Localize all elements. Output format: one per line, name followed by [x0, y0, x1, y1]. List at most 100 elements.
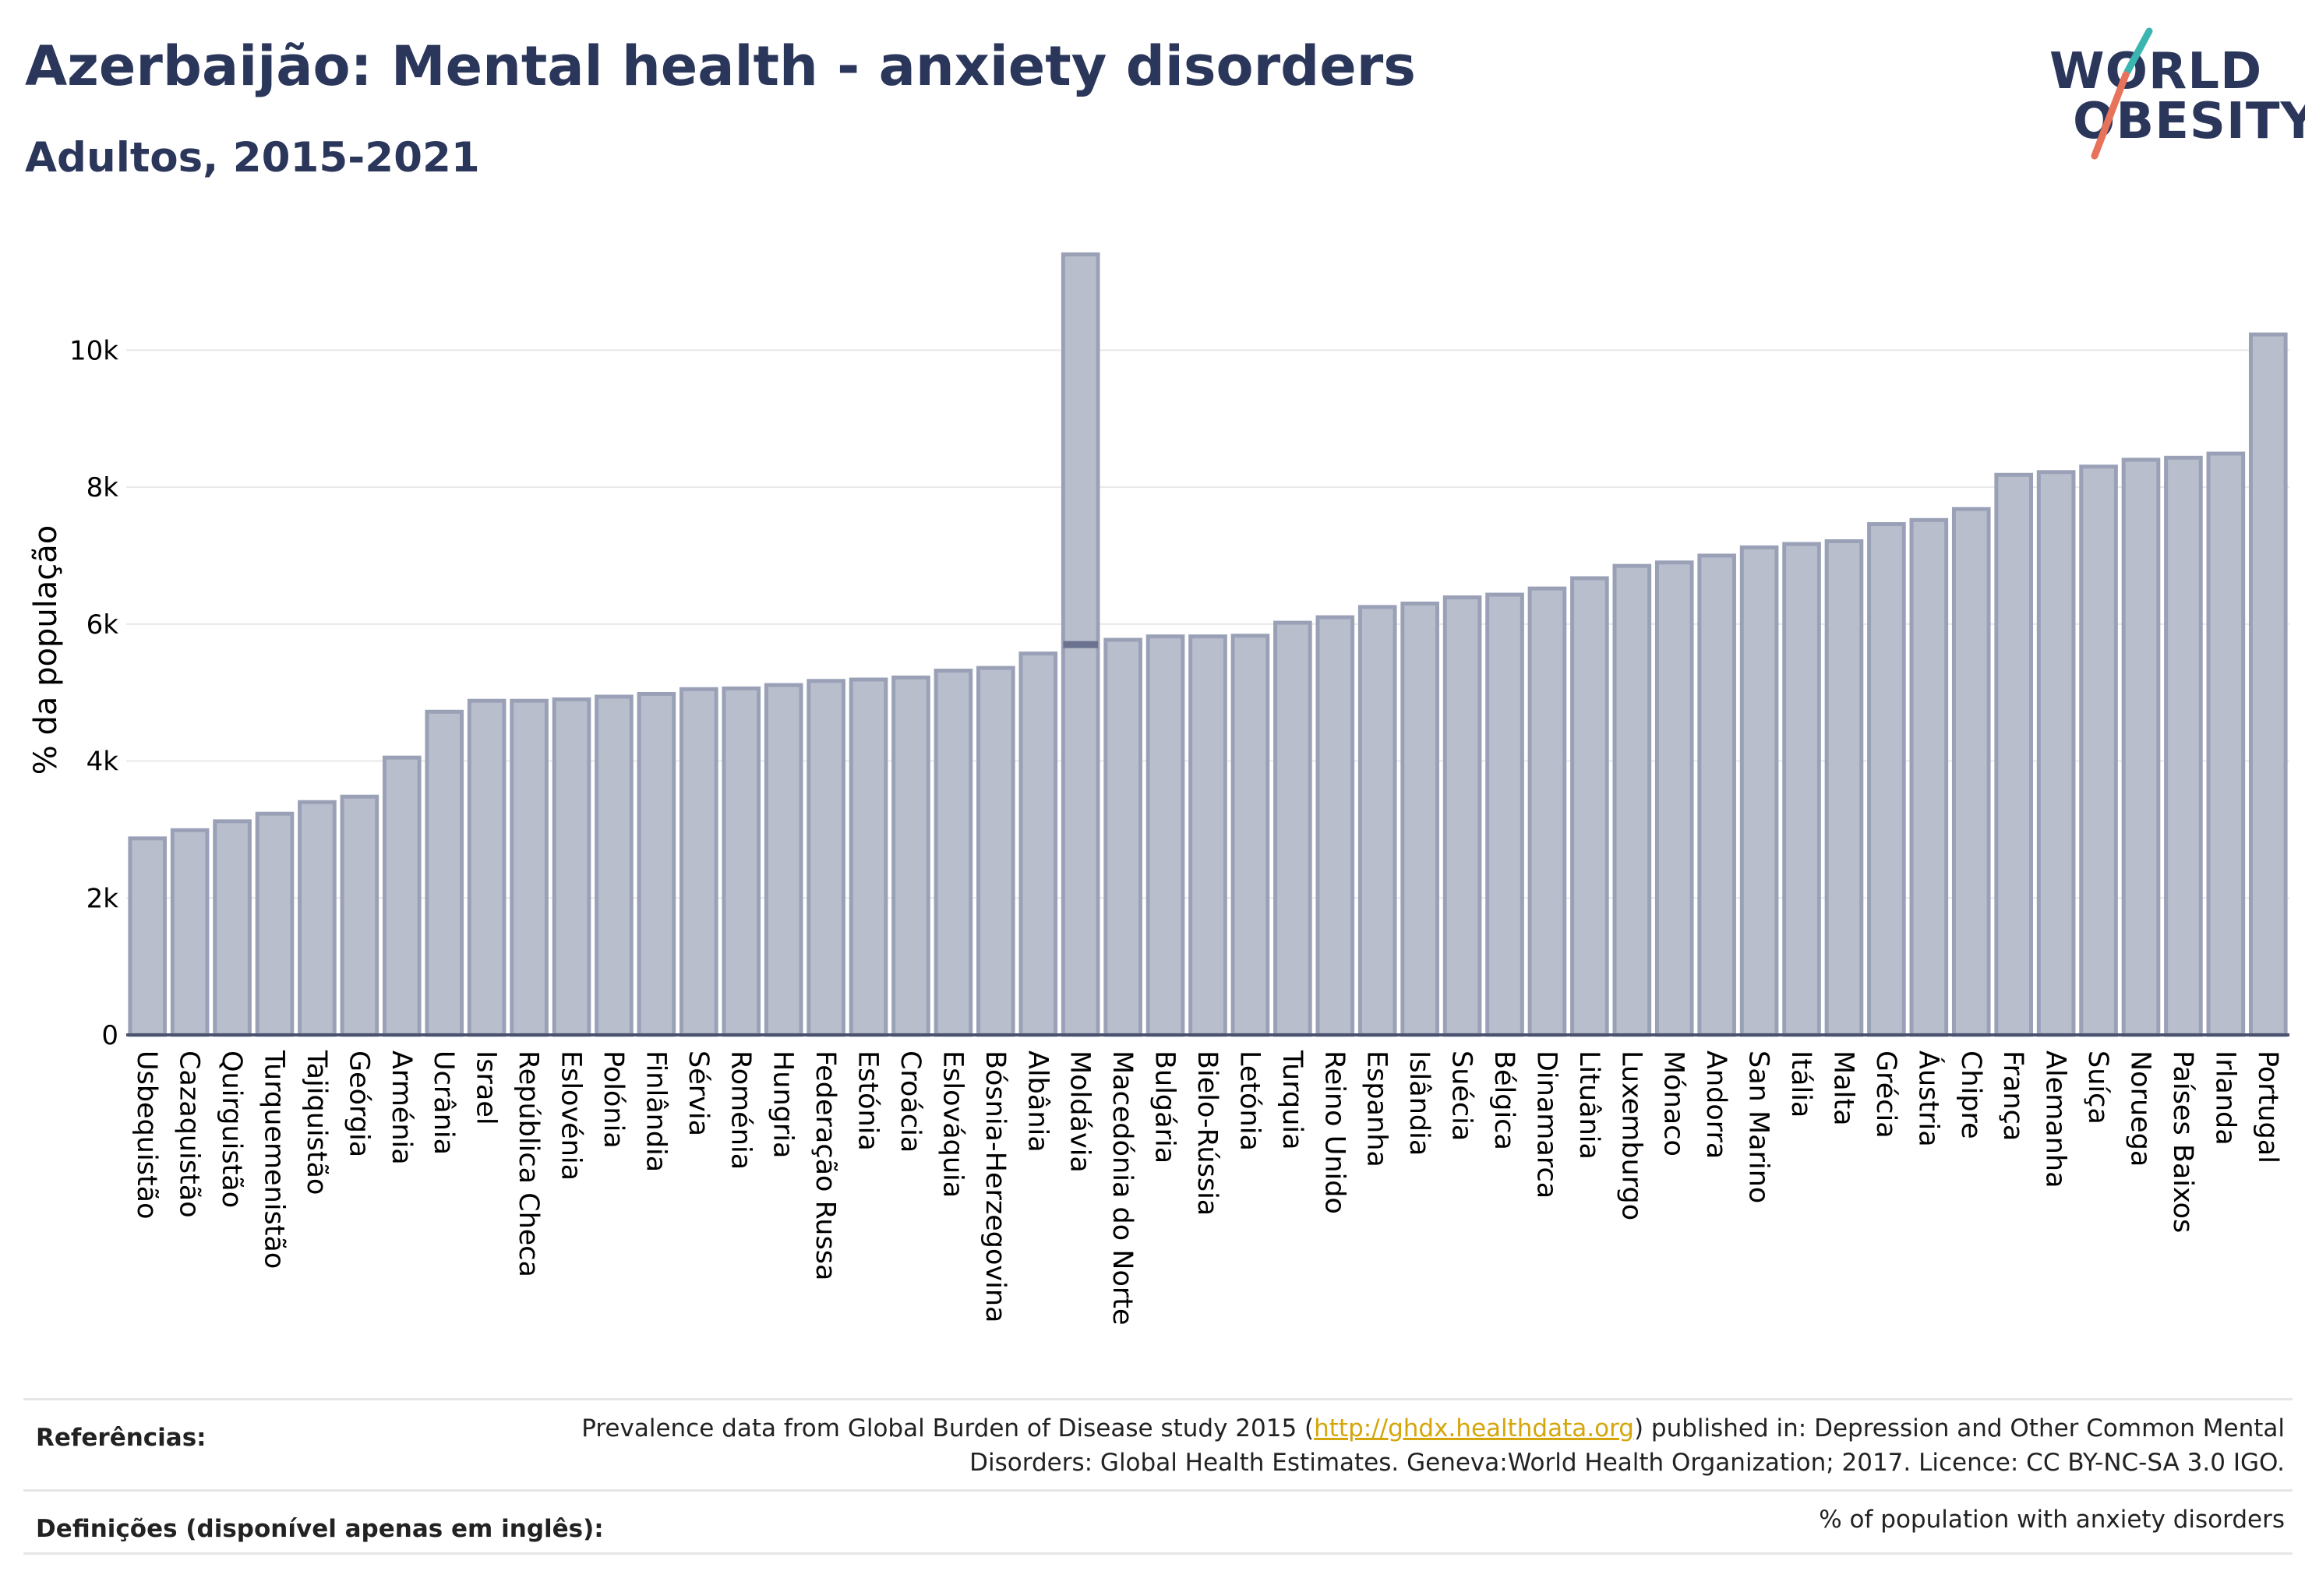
bar[interactable] — [425, 709, 464, 1037]
x-tick-label: Usbequistão — [131, 1050, 162, 1220]
y-tick-label: 10k — [69, 335, 118, 366]
bar[interactable] — [1739, 545, 1779, 1037]
x-tick-label: França — [1997, 1050, 2028, 1141]
x-tick-label: Turquemenistão — [259, 1050, 290, 1269]
y-tick-label: 2k — [86, 883, 119, 914]
bar[interactable] — [1654, 560, 1694, 1037]
bar[interactable] — [213, 819, 252, 1037]
definitions-row: Definições (disponível apenas em inglês)… — [23, 1489, 2293, 1555]
x-tick-label: Chipre — [1955, 1050, 1986, 1139]
bar[interactable] — [1570, 576, 1609, 1037]
bar[interactable] — [1188, 634, 1227, 1037]
x-tick-label: Islândia — [1403, 1050, 1435, 1156]
y-axis-label: % da população — [28, 525, 64, 775]
bar[interactable] — [1018, 651, 1058, 1037]
y-tick-label: 4k — [86, 747, 119, 778]
bar[interactable] — [128, 836, 168, 1037]
x-tick-label: Mónaco — [1658, 1050, 1689, 1156]
bar[interactable] — [1697, 553, 1736, 1037]
x-tick-label: Malta — [1827, 1050, 1858, 1126]
x-tick-label: Luxemburgo — [1615, 1050, 1647, 1220]
bar[interactable] — [1867, 522, 1906, 1037]
x-tick-label: Sérvia — [683, 1050, 714, 1136]
references-row: Referências: Prevalence data from Global… — [23, 1398, 2293, 1489]
bar[interactable] — [934, 669, 973, 1037]
references-pre: Prevalence data from Global Burden of Di… — [581, 1414, 1315, 1442]
bar[interactable] — [1357, 605, 1397, 1037]
definitions-text: % of population with anxiety disorders — [1819, 1506, 2285, 1534]
bar[interactable] — [1909, 517, 1949, 1037]
x-tick-label: Reino Unido — [1318, 1050, 1350, 1214]
x-tick-label: Moldávia — [1064, 1050, 1096, 1173]
x-tick-label: Países Baixos — [2167, 1050, 2198, 1233]
bar[interactable] — [1485, 592, 1524, 1037]
x-tick-label: Israel — [471, 1050, 502, 1125]
bar[interactable] — [976, 666, 1015, 1037]
bar[interactable] — [2206, 451, 2246, 1037]
x-tick-label: Grécia — [1870, 1050, 1901, 1139]
bar[interactable] — [595, 694, 634, 1037]
x-tick-label: Ucrânia — [428, 1050, 459, 1155]
bar[interactable] — [2164, 455, 2203, 1037]
bar[interactable] — [552, 697, 591, 1037]
bar[interactable] — [849, 677, 888, 1037]
bar[interactable] — [807, 679, 845, 1037]
bar[interactable] — [1782, 542, 1821, 1037]
x-tick-label: Geórgia — [343, 1050, 374, 1157]
bar[interactable] — [2248, 332, 2288, 1037]
bar[interactable] — [2121, 457, 2161, 1037]
x-tick-label: Bósnia-Herzegovina — [980, 1050, 1011, 1323]
x-tick-label: Portugal — [2252, 1050, 2283, 1163]
bar[interactable] — [1442, 595, 1482, 1037]
chart-title: Azerbaijão: Mental health - anxiety diso… — [25, 34, 1416, 98]
references-text: Prevalence data from Global Burden of Di… — [492, 1411, 2285, 1480]
bar[interactable] — [1315, 615, 1355, 1037]
bar[interactable] — [340, 794, 379, 1037]
references-post: ) published in: Depression and Other Com… — [969, 1414, 2285, 1477]
bar[interactable] — [1527, 586, 1567, 1037]
footer: Referências: Prevalence data from Global… — [23, 1398, 2293, 1555]
bar[interactable] — [1612, 563, 1652, 1037]
bar[interactable] — [764, 683, 803, 1037]
bar[interactable] — [722, 686, 761, 1037]
x-tick-label: Letónia — [1234, 1050, 1265, 1151]
bar[interactable] — [510, 698, 549, 1037]
x-tick-label: Eslovénia — [556, 1050, 587, 1181]
x-tick-label: Áustria — [1912, 1050, 1945, 1147]
bar[interactable] — [255, 811, 295, 1037]
bar[interactable] — [2036, 470, 2076, 1037]
y-tick-label: 0 — [101, 1020, 118, 1051]
bar[interactable] — [679, 687, 718, 1037]
x-tick-label: Bulgária — [1149, 1050, 1181, 1163]
bar[interactable] — [2079, 464, 2118, 1037]
x-tick-label: Albânia — [1022, 1050, 1053, 1153]
x-tick-label: San Marino — [1743, 1050, 1774, 1203]
bar[interactable] — [382, 755, 422, 1037]
bar[interactable] — [1103, 637, 1142, 1037]
y-axis-ticks: 0 2k 4k 6k 8k 10k — [69, 335, 118, 1051]
x-tick-label: Cazaquistão — [174, 1050, 205, 1218]
bar[interactable] — [1400, 601, 1439, 1037]
bar[interactable] — [637, 691, 676, 1037]
x-tick-label: Noruega — [2124, 1050, 2155, 1167]
logo-slash-icon — [2091, 27, 2153, 160]
x-tick-label: Irlanda — [2209, 1050, 2240, 1146]
y-tick-label: 6k — [86, 609, 119, 641]
bar[interactable] — [891, 675, 930, 1037]
bar[interactable] — [170, 828, 210, 1037]
x-tick-label: Estónia — [852, 1050, 884, 1151]
x-tick-label: Andorra — [1700, 1050, 1731, 1159]
bar[interactable] — [467, 698, 507, 1037]
references-link[interactable]: http://ghdx.healthdata.org — [1314, 1414, 1634, 1442]
x-tick-label: Itália — [1785, 1050, 1816, 1118]
x-tick-label: Quirguistão — [216, 1050, 247, 1208]
bar[interactable] — [1230, 634, 1270, 1037]
bar[interactable] — [1824, 539, 1864, 1037]
x-tick-label: Alemanha — [2040, 1050, 2071, 1188]
bar[interactable] — [1994, 472, 2034, 1037]
bar[interactable] — [1951, 507, 1991, 1037]
bar[interactable] — [1273, 620, 1312, 1037]
bar[interactable] — [1145, 634, 1185, 1037]
x-tick-label: Federação Russa — [810, 1050, 841, 1280]
bar[interactable] — [298, 800, 337, 1037]
